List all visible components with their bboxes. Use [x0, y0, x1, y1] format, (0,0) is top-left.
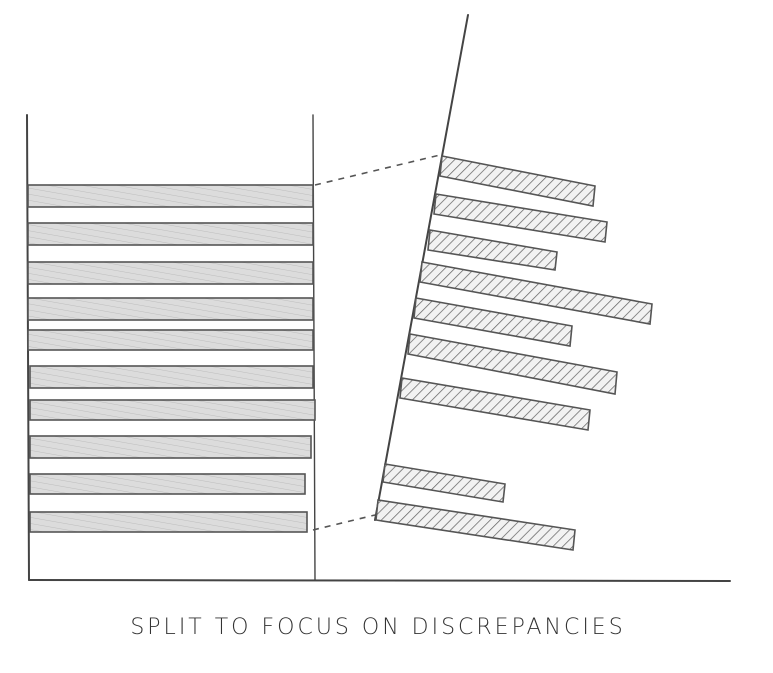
bar: [29, 511, 308, 533]
bar: [27, 261, 314, 285]
bar: [399, 377, 591, 431]
bar: [413, 297, 573, 347]
bar: [27, 222, 314, 246]
bar: [29, 435, 312, 459]
bar: [427, 229, 558, 271]
bar: [382, 463, 506, 503]
bar: [419, 261, 653, 325]
bar: [29, 399, 316, 421]
bar: [407, 333, 618, 395]
bar: [27, 184, 314, 208]
bar: [439, 155, 596, 207]
left-bars: [27, 184, 316, 533]
connector: [314, 154, 441, 186]
bar: [375, 499, 576, 551]
bar: [27, 329, 314, 351]
x-axis: [28, 579, 731, 582]
bar: [27, 297, 314, 321]
right-bars: [375, 155, 653, 551]
caption: SPLIT TO FOCUS ON DISCREPANCIES: [130, 615, 625, 640]
bar: [29, 473, 306, 495]
connector: [312, 514, 376, 531]
bar: [29, 365, 314, 389]
bar: [433, 193, 608, 243]
